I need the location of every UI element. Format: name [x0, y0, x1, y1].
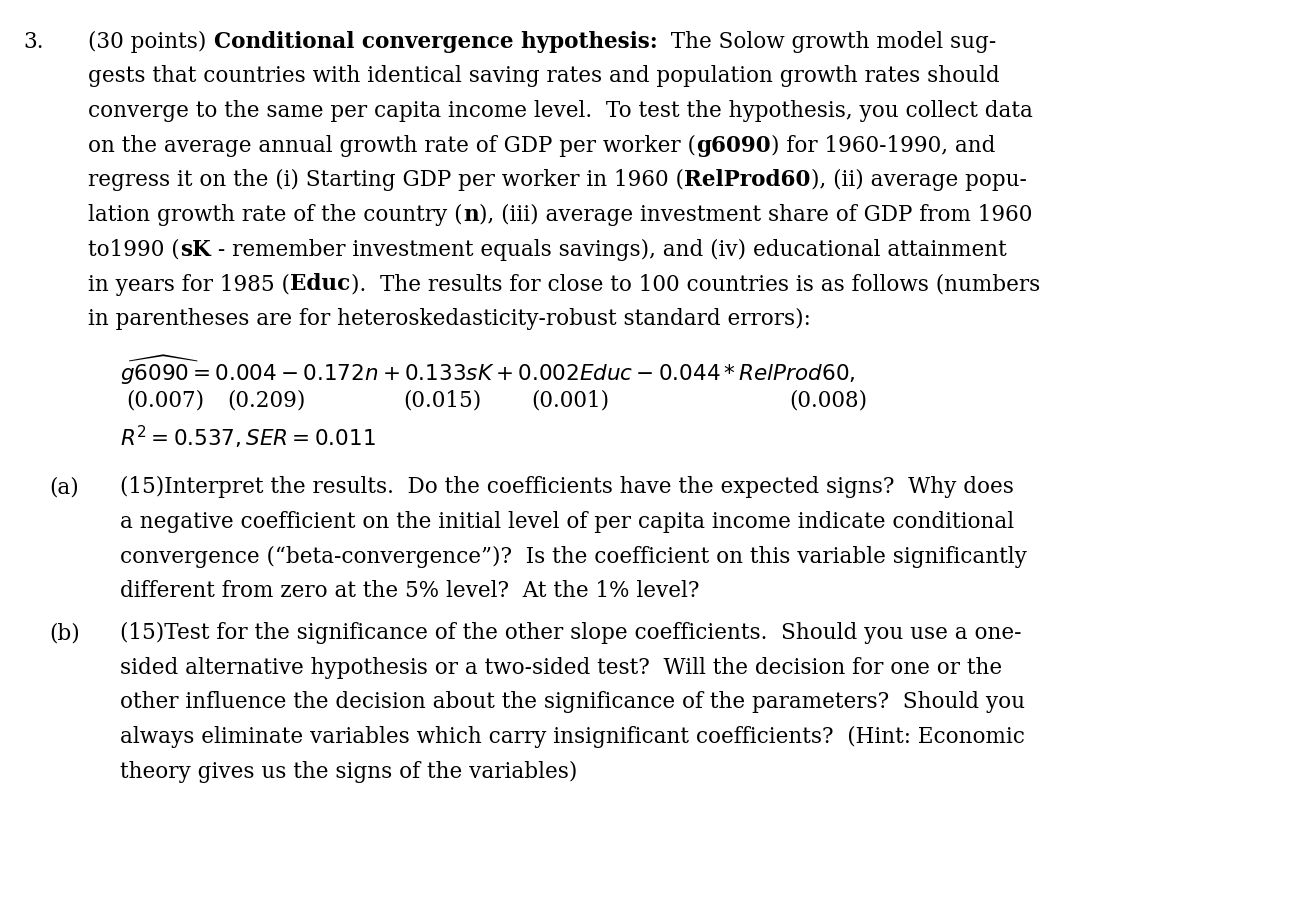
Text: to1990 (: to1990 (	[88, 239, 180, 260]
Text: RelProd60: RelProd60	[684, 169, 811, 191]
Text: in parentheses are for heteroskedasticity-robust standard errors):: in parentheses are for heteroskedasticit…	[88, 308, 812, 331]
Text: on the average annual growth rate of GDP per worker (: on the average annual growth rate of GDP…	[88, 134, 696, 157]
Text: ).  The results for close to 100 countries is as follows (numbers: ). The results for close to 100 countrie…	[350, 273, 1039, 296]
Text: (a): (a)	[49, 477, 79, 498]
Text: - remember investment equals savings), and (iv) educational attainment: - remember investment equals savings), a…	[211, 239, 1007, 261]
Text: n: n	[463, 204, 479, 226]
Text: 3.: 3.	[23, 31, 44, 52]
Text: (15)Test for the significance of the other slope coefficients.  Should you use a: (15)Test for the significance of the oth…	[120, 622, 1021, 644]
Text: ), (ii) average popu-: ), (ii) average popu-	[811, 169, 1026, 192]
Text: The Solow growth model sug-: The Solow growth model sug-	[657, 31, 997, 52]
Text: different from zero at the 5% level?  At the 1% level?: different from zero at the 5% level? At …	[120, 580, 699, 603]
Text: $R^2 = 0.537, \mathit{SER} = 0.011$: $R^2 = 0.537, \mathit{SER} = 0.011$	[120, 424, 376, 451]
Text: regress it on the (i) Starting GDP per worker in 1960 (: regress it on the (i) Starting GDP per w…	[88, 169, 684, 192]
Text: sided alternative hypothesis or a two-sided test?  Will the decision for one or : sided alternative hypothesis or a two-si…	[120, 657, 1002, 678]
Text: gests that countries with identical saving rates and population growth rates sho: gests that countries with identical savi…	[88, 66, 1000, 87]
Text: Conditional convergence hypothesis:: Conditional convergence hypothesis:	[213, 31, 657, 52]
Text: convergence (“beta-convergence”)?  Is the coefficient on this variable significa: convergence (“beta-convergence”)? Is the…	[120, 546, 1026, 568]
Text: theory gives us the signs of the variables): theory gives us the signs of the variabl…	[120, 760, 578, 783]
Text: (15)Interpret the results.  Do the coefficients have the expected signs?  Why do: (15)Interpret the results. Do the coeffi…	[120, 477, 1013, 498]
Text: in years for 1985 (: in years for 1985 (	[88, 273, 290, 296]
Text: other influence the decision about the significance of the parameters?  Should y: other influence the decision about the s…	[120, 691, 1025, 714]
Text: (0.015): (0.015)	[403, 389, 481, 412]
Text: lation growth rate of the country (: lation growth rate of the country (	[88, 204, 463, 226]
Text: (30 points): (30 points)	[88, 31, 213, 53]
Text: converge to the same per capita income level.  To test the hypothesis, you colle: converge to the same per capita income l…	[88, 100, 1033, 122]
Text: always eliminate variables which carry insignificant coefficients?  (Hint: Econo: always eliminate variables which carry i…	[120, 726, 1025, 748]
Text: (0.008): (0.008)	[790, 389, 868, 412]
Text: (0.007): (0.007)	[126, 389, 204, 412]
Text: ) for 1960-1990, and: ) for 1960-1990, and	[771, 134, 995, 157]
Text: ), (iii) average investment share of GDP from 1960: ), (iii) average investment share of GDP…	[479, 204, 1032, 226]
Text: $\widehat{g6090} = 0.004 - 0.172n + 0.133sK + 0.002\mathit{Educ} - 0.044 * \math: $\widehat{g6090} = 0.004 - 0.172n + 0.13…	[120, 353, 855, 387]
Text: (b): (b)	[49, 622, 81, 644]
Text: (0.001): (0.001)	[531, 389, 609, 412]
Text: a negative coefficient on the initial level of per capita income indicate condit: a negative coefficient on the initial le…	[120, 511, 1013, 533]
Text: sK: sK	[180, 239, 211, 260]
Text: (0.209): (0.209)	[228, 389, 306, 412]
Text: g6090: g6090	[696, 134, 771, 157]
Text: Educ: Educ	[290, 273, 350, 296]
